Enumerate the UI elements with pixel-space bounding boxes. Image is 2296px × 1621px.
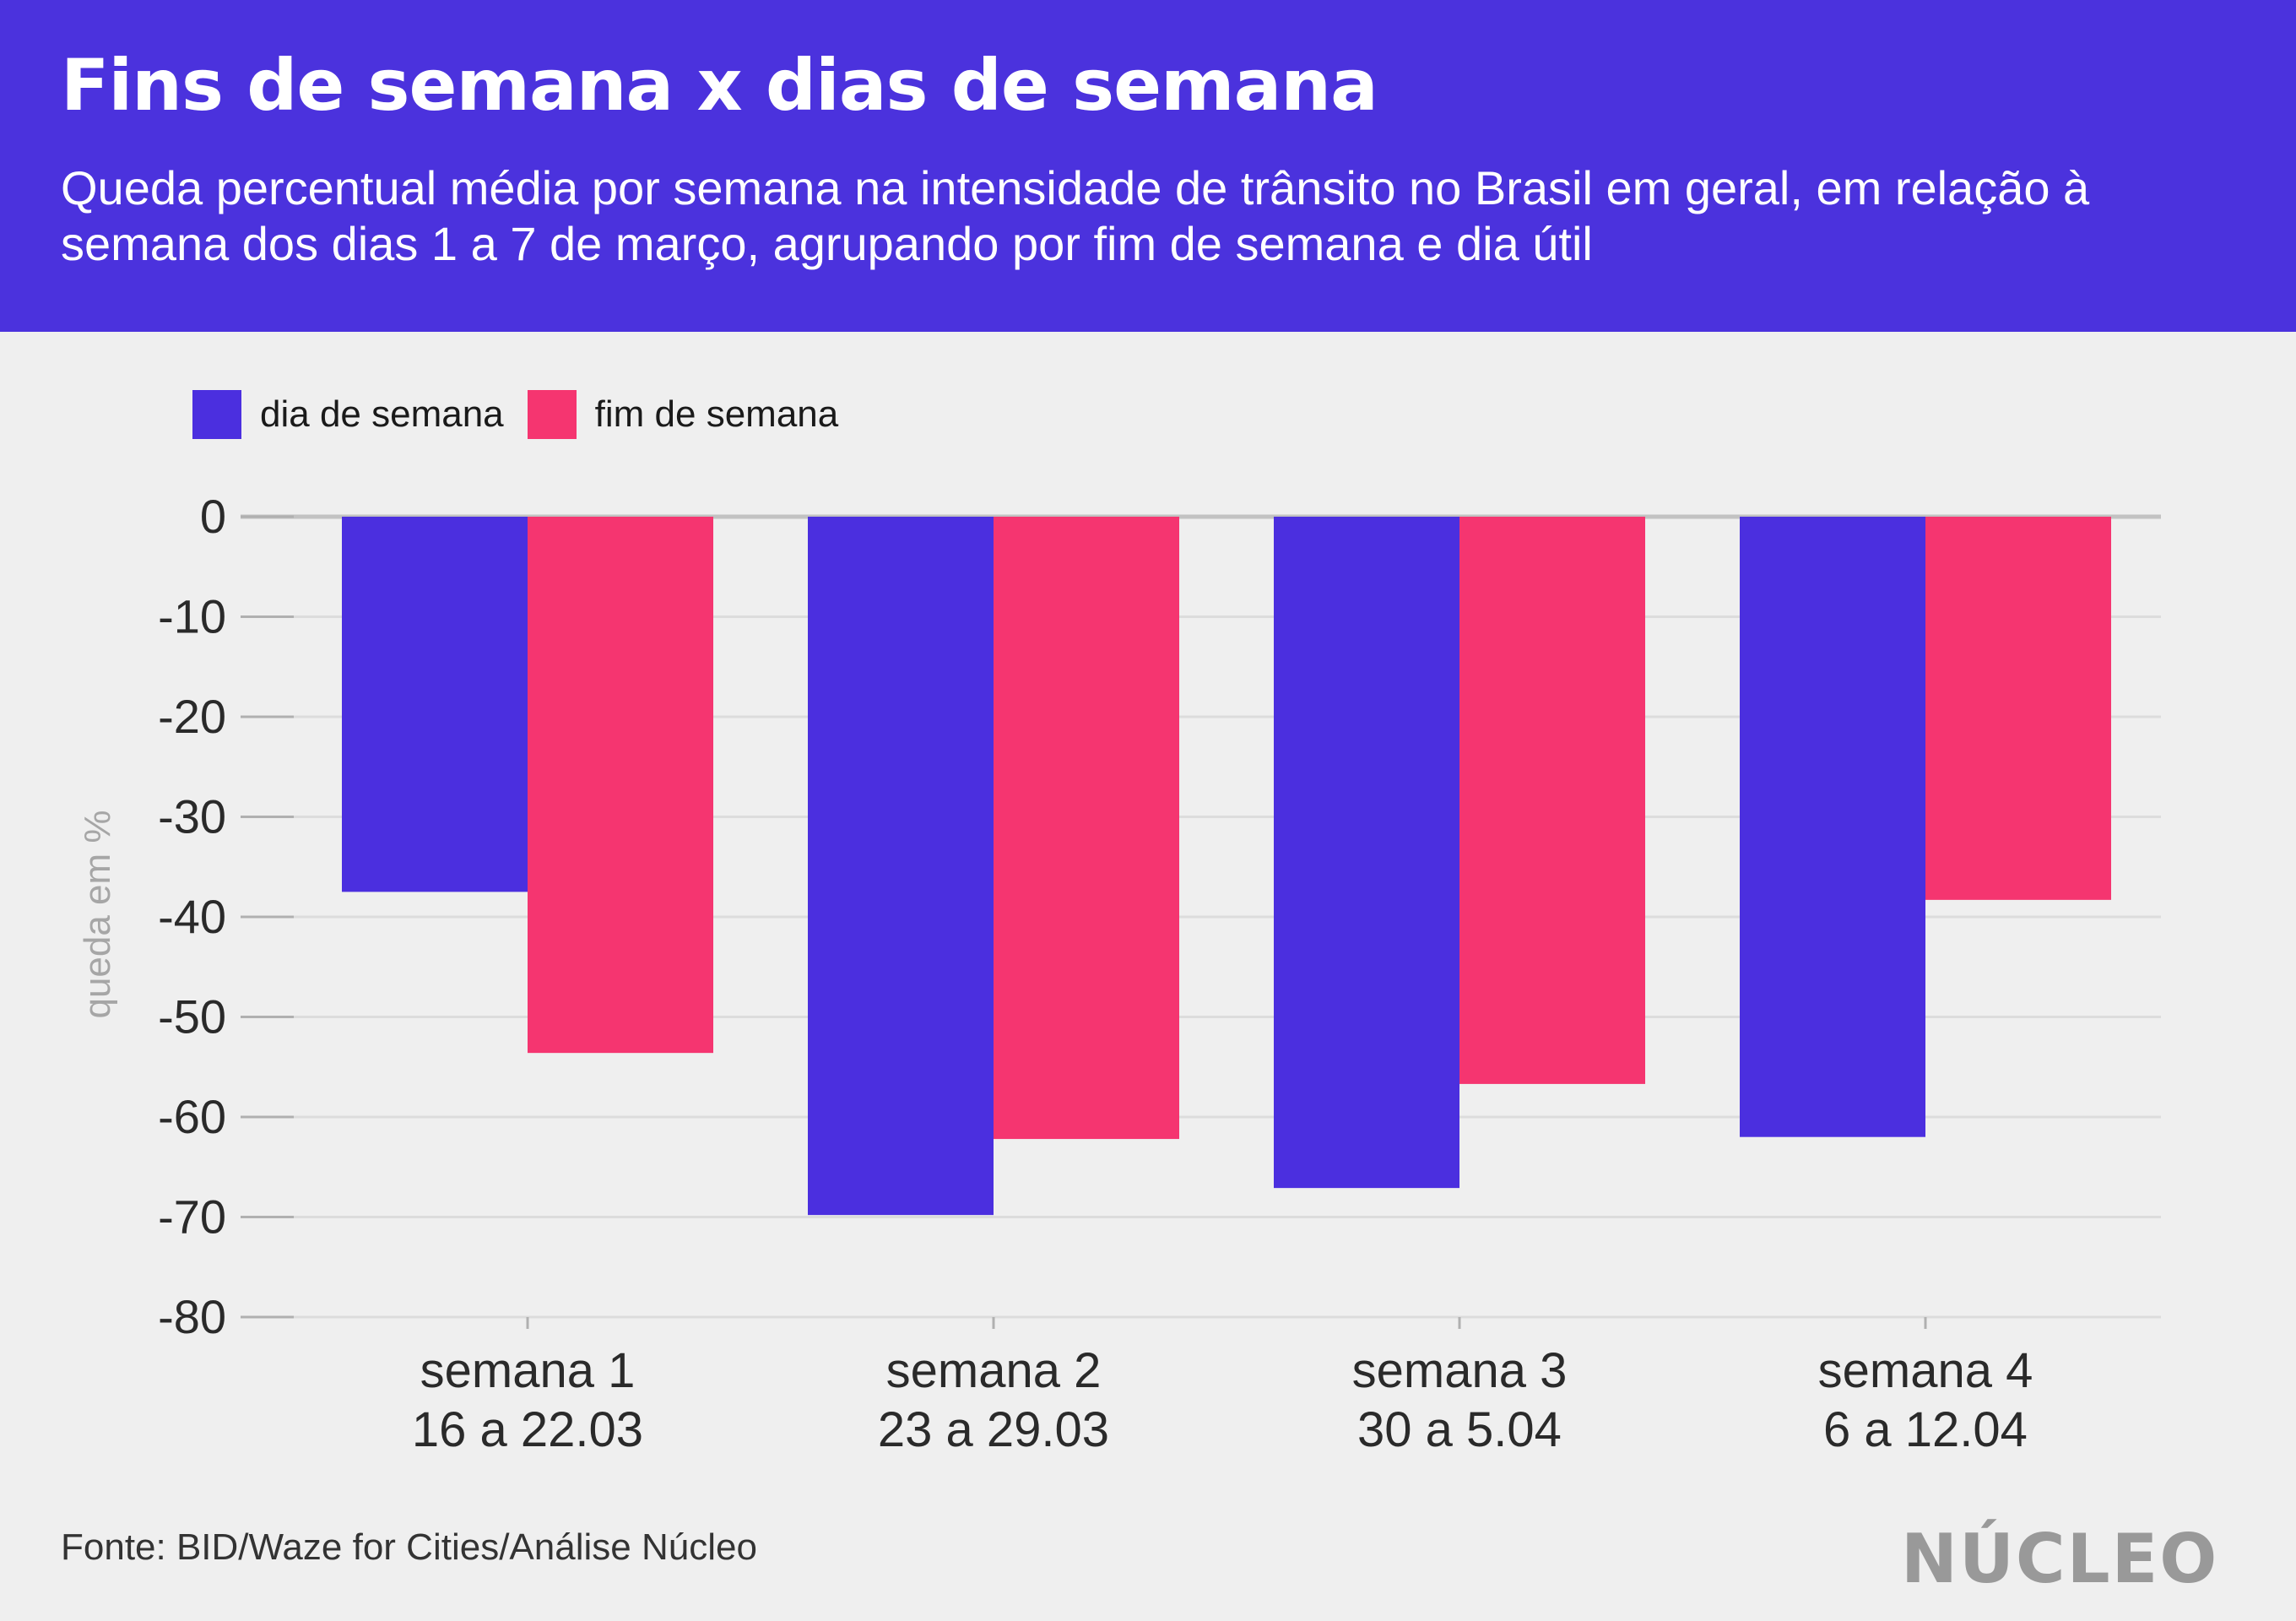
y-tick-label: -80 bbox=[158, 1290, 226, 1343]
bar-dia-de-semana-semana-3 bbox=[1274, 517, 1459, 1189]
x-tick-label-dates: 16 a 22.03 bbox=[412, 1402, 643, 1457]
x-tick-label-week: semana 1 bbox=[420, 1343, 636, 1398]
bar-fim-de-semana-semana-1 bbox=[528, 517, 713, 1054]
chart-title: Fins de semana x dias de semana bbox=[61, 44, 1378, 127]
x-tick-label-dates: 6 a 12.04 bbox=[1823, 1402, 2028, 1457]
y-tick-label: -20 bbox=[158, 690, 226, 743]
y-tick-label: -40 bbox=[158, 890, 226, 943]
y-tick-label: -30 bbox=[158, 790, 226, 843]
x-tick-label-week: semana 2 bbox=[886, 1343, 1102, 1398]
legend-swatch-dia-de-semana bbox=[192, 390, 241, 439]
bar-dia-de-semana-semana-4 bbox=[1740, 517, 1925, 1137]
legend-swatch-fim-de-semana bbox=[527, 390, 577, 439]
header-banner: Fins de semana x dias de semana Queda pe… bbox=[0, 0, 2296, 332]
bar-fim-de-semana-semana-3 bbox=[1459, 517, 1645, 1084]
source-note: Fonte: BID/Waze for Cities/Análise Núcle… bbox=[61, 1526, 757, 1568]
y-tick-label: -50 bbox=[158, 990, 226, 1044]
x-tick-label-week: semana 3 bbox=[1352, 1343, 1568, 1398]
bar-fim-de-semana-semana-4 bbox=[1925, 517, 2111, 900]
y-tick-label: 0 bbox=[200, 490, 226, 543]
y-tick-label: -10 bbox=[158, 590, 226, 643]
x-tick-label-dates: 23 a 29.03 bbox=[878, 1402, 1109, 1457]
legend-label-fim-de-semana: fim de semana bbox=[594, 393, 839, 435]
chart-subtitle: Queda percentual média por semana na int… bbox=[61, 161, 2090, 270]
bar-dia-de-semana-semana-2 bbox=[808, 517, 994, 1216]
legend-label-dia-de-semana: dia de semana bbox=[260, 393, 504, 435]
y-axis-label: queda em % bbox=[77, 810, 118, 1018]
x-tick-label-week: semana 4 bbox=[1818, 1343, 2033, 1398]
nucleo-logo: NÚCLEO bbox=[1901, 1520, 2219, 1598]
y-tick-label: -60 bbox=[158, 1090, 226, 1143]
y-tick-label: -70 bbox=[158, 1190, 226, 1244]
legend: dia de semana fim de semana bbox=[192, 390, 862, 439]
legend-item-fim-de-semana: fim de semana bbox=[527, 390, 839, 439]
bar-fim-de-semana-semana-2 bbox=[994, 517, 1179, 1140]
bar-dia-de-semana-semana-1 bbox=[342, 517, 528, 892]
x-tick-label-dates: 30 a 5.04 bbox=[1357, 1402, 1562, 1457]
legend-item-dia-de-semana: dia de semana bbox=[192, 390, 504, 439]
